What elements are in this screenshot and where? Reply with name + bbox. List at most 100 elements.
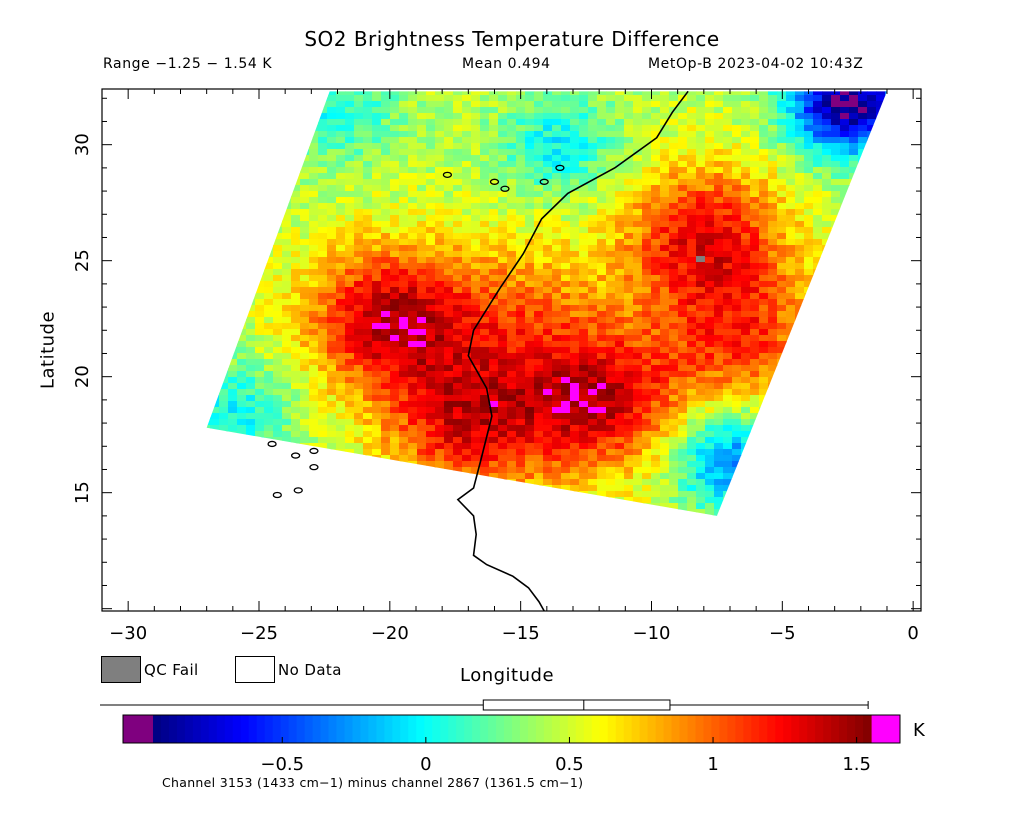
- data-pixel: [831, 101, 841, 108]
- data-pixel: [417, 359, 427, 366]
- data-pixel: [381, 365, 391, 372]
- data-pixel: [435, 299, 445, 306]
- data-pixel: [273, 269, 283, 276]
- data-pixel: [885, 203, 887, 210]
- data-pixel: [777, 167, 787, 174]
- data-pixel: [678, 395, 688, 402]
- data-pixel: [669, 335, 679, 342]
- data-pixel: [282, 383, 292, 390]
- data-pixel: [156, 275, 166, 282]
- data-pixel: [435, 91, 445, 96]
- data-pixel: [894, 227, 904, 234]
- data-pixel: [867, 365, 877, 372]
- data-pixel: [206, 299, 211, 306]
- data-pixel: [228, 281, 238, 288]
- data-pixel: [669, 413, 679, 420]
- data-pixel: [206, 281, 211, 288]
- data-pixel: [624, 371, 634, 378]
- data-pixel: [867, 335, 877, 342]
- data-pixel: [147, 203, 157, 210]
- data-pixel: [444, 299, 454, 306]
- data-pixel: [912, 251, 922, 258]
- data-pixel: [723, 281, 733, 288]
- data-pixel: [651, 91, 661, 96]
- data-pixel: [363, 161, 373, 168]
- data-pixel: [498, 353, 508, 360]
- data-pixel: [228, 305, 238, 312]
- data-pixel: [183, 233, 193, 240]
- data-pixel: [210, 203, 220, 210]
- data-pixel: [606, 119, 616, 126]
- data-pixel: [552, 239, 562, 246]
- data-pixel: [552, 305, 562, 312]
- data-pixel: [849, 137, 859, 144]
- data-pixel: [795, 395, 805, 402]
- data-pixel: [507, 353, 517, 360]
- data-pixel: [867, 263, 877, 270]
- data-pixel: [354, 329, 364, 336]
- data-pixel: [597, 167, 607, 174]
- data-pixel: [408, 377, 418, 384]
- data-pixel: [399, 359, 409, 366]
- data-pixel: [246, 155, 256, 162]
- data-pixel: [858, 353, 868, 360]
- data-pixel: [768, 149, 778, 156]
- data-pixel: [345, 335, 355, 342]
- data-pixel: [399, 293, 409, 300]
- data-pixel: [237, 245, 247, 252]
- data-pixel: [615, 407, 625, 414]
- data-pixel: [705, 371, 715, 378]
- data-pixel: [723, 143, 733, 150]
- data-pixel: [777, 251, 787, 258]
- data-pixel: [534, 287, 544, 294]
- data-pixel: [206, 197, 211, 204]
- data-pixel: [579, 341, 589, 348]
- data-pixel: [408, 167, 418, 174]
- data-pixel: [885, 125, 887, 132]
- data-pixel: [534, 275, 544, 282]
- data-pixel: [597, 149, 607, 156]
- data-pixel: [345, 305, 355, 312]
- data-pixel: [435, 173, 445, 180]
- data-pixel: [354, 269, 364, 276]
- data-pixel: [606, 269, 616, 276]
- data-pixel: [642, 143, 652, 150]
- data-pixel: [579, 91, 589, 96]
- data-pixel: [561, 263, 571, 270]
- data-pixel: [291, 365, 301, 372]
- data-pixel: [165, 233, 175, 240]
- data-pixel: [206, 287, 211, 294]
- data-pixel: [741, 329, 751, 336]
- data-pixel: [903, 395, 913, 402]
- data-pixel: [255, 131, 265, 138]
- data-pixel: [759, 299, 769, 306]
- data-pixel: [300, 395, 310, 402]
- data-pixel: [237, 107, 247, 114]
- data-pixel: [300, 125, 310, 132]
- data-pixel: [462, 329, 472, 336]
- data-pixel: [480, 287, 490, 294]
- data-pixel: [462, 407, 472, 414]
- data-pixel: [120, 119, 130, 126]
- data-pixel: [669, 311, 679, 318]
- data-pixel: [588, 161, 598, 168]
- data-pixel: [219, 215, 229, 222]
- data-pixel: [543, 167, 553, 174]
- data-pixel: [660, 329, 670, 336]
- data-pixel: [462, 131, 472, 138]
- data-pixel: [138, 359, 148, 366]
- data-pixel: [768, 197, 778, 204]
- data-pixel: [615, 91, 625, 96]
- data-pixel: [633, 155, 643, 162]
- data-pixel: [309, 221, 319, 228]
- data-pixel: [291, 227, 301, 234]
- data-pixel: [876, 233, 886, 240]
- data-pixel: [381, 113, 391, 120]
- data-pixel: [642, 263, 652, 270]
- data-pixel: [498, 161, 508, 168]
- data-pixel: [606, 347, 616, 354]
- data-pixel: [206, 245, 211, 252]
- data-pixel: [165, 323, 175, 330]
- data-pixel: [894, 239, 904, 246]
- data-pixel: [849, 239, 859, 246]
